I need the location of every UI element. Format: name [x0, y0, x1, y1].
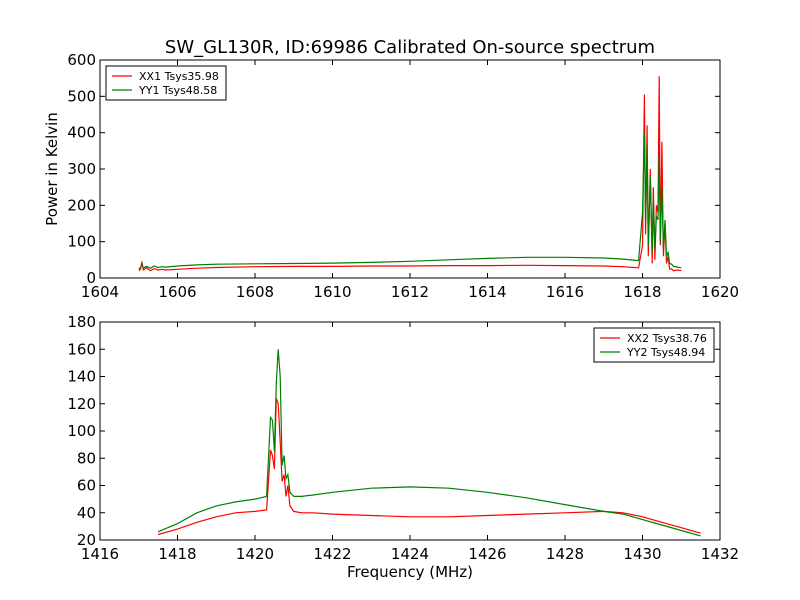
- y-tick-label: 80: [77, 449, 96, 467]
- legend-entry: XX1 Tsys35.98: [139, 70, 219, 83]
- x-tick-label: 1422: [313, 545, 351, 563]
- bottom-plot: 1416 1418 1420 1422 1424 1426 1428 1430 1432 20 40…: [67, 313, 739, 581]
- x-tick-label: 1620: [701, 283, 739, 301]
- x-tick-label: 1430: [623, 545, 661, 563]
- x-axis-label: Frequency (MHz): [347, 563, 473, 581]
- y-tick-label: 200: [67, 196, 96, 214]
- x-tick-label: 1424: [391, 545, 429, 563]
- y-tick-label: 40: [77, 504, 96, 522]
- legend-entry: YY1 Tsys48.58: [138, 84, 217, 97]
- legend-entry: YY2 Tsys48.94: [626, 346, 705, 359]
- x-tick-label: 1428: [546, 545, 584, 563]
- y-tick-label: 300: [67, 160, 96, 178]
- y-tick-label: 0: [86, 269, 96, 287]
- chart-title: SW_GL130R, ID:69986 Calibrated On-source…: [165, 37, 655, 58]
- series-line-1-1: [157, 349, 701, 537]
- x-tick-label: 1426: [468, 545, 506, 563]
- series-line-0-1: [138, 132, 682, 270]
- x-tick-label: 1614: [468, 283, 506, 301]
- y-tick-label: 100: [67, 233, 96, 251]
- series-line-0-0: [138, 76, 682, 272]
- x-tick-label: 1418: [158, 545, 196, 563]
- y-tick-label: 20: [77, 531, 96, 549]
- y-tick-label: 100: [67, 422, 96, 440]
- y-tick-label: 400: [67, 124, 96, 142]
- y-tick-label: 120: [67, 395, 96, 413]
- x-tick-label: 1606: [158, 283, 196, 301]
- y-tick-label: 180: [67, 313, 96, 331]
- series-line-1-0: [157, 398, 701, 536]
- x-tick-label: 1416: [81, 545, 119, 563]
- x-tick-label: 1616: [546, 283, 584, 301]
- y-axis-label: Power in Kelvin: [43, 112, 61, 226]
- x-tick-label: 1420: [236, 545, 274, 563]
- y-tick-label: 140: [67, 368, 96, 386]
- y-tick-label: 600: [67, 51, 96, 69]
- y-tick-label: 160: [67, 340, 96, 358]
- x-tick-label: 1432: [701, 545, 739, 563]
- legend-entry: XX2 Tsys38.76: [627, 332, 707, 345]
- x-tick-label: 1612: [391, 283, 429, 301]
- y-tick-label: 60: [77, 477, 96, 495]
- x-tick-label: 1608: [236, 283, 274, 301]
- legend-box: [105, 65, 227, 101]
- x-tick-label: 1610: [313, 283, 351, 301]
- y-tick-label: 500: [67, 87, 96, 105]
- x-tick-label: 1618: [623, 283, 661, 301]
- legend-box: [593, 327, 715, 363]
- x-tick-label: 1604: [81, 283, 119, 301]
- top-plot: 1604 1606 1608 1610 1612 1614 1616 1618 1620 0 100…: [43, 51, 739, 301]
